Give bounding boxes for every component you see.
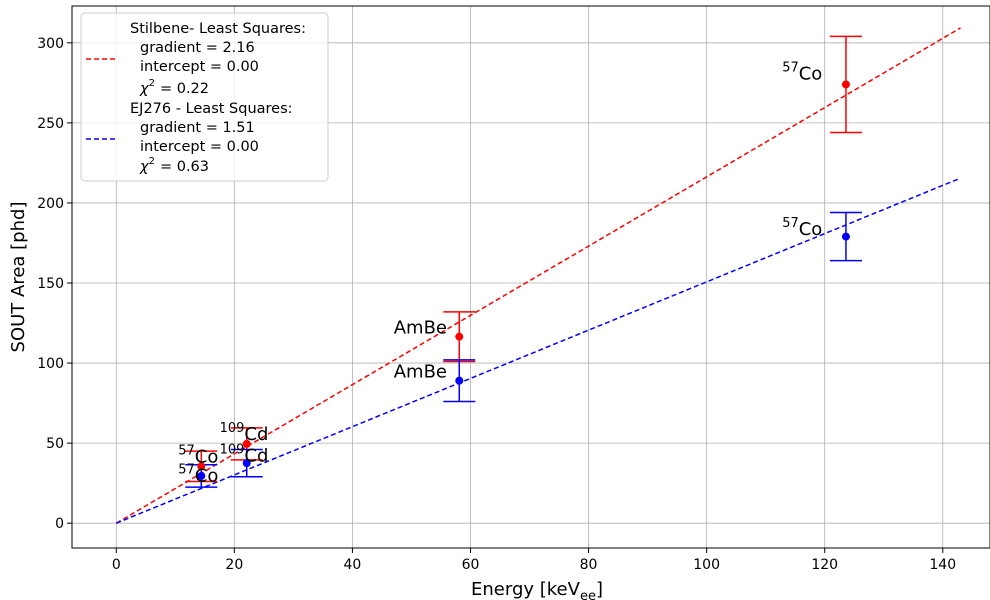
y-tick-label: 250: [37, 116, 64, 132]
x-tick-label: 80: [580, 557, 598, 573]
point-label: AmBe: [394, 361, 447, 382]
y-tick-label: 200: [37, 196, 64, 212]
fit-line-ej276: [115, 177, 961, 524]
legend-stilbene-gradient: gradient = 2.16: [140, 40, 255, 56]
legend-ej276-chi2: χ2 = 0.63: [139, 156, 209, 175]
legend-stilbene-chi2: χ2 = 0.22: [139, 78, 209, 97]
point-label: 109Cd: [220, 443, 269, 467]
x-tick-label: 140: [929, 557, 956, 573]
point-label: 109Cd: [220, 421, 269, 445]
data-point-ej276: [455, 376, 464, 385]
point-label: 57Co: [782, 61, 822, 85]
legend: Stilbene- Least Squares: gradient = 2.16…: [80, 12, 329, 182]
data-point-ej276: [242, 459, 251, 468]
point-label: 57Co: [178, 443, 218, 467]
y-tick-label: 50: [46, 436, 64, 452]
data-point-stilbene: [455, 332, 464, 341]
legend-stilbene-title: Stilbene- Least Squares:: [130, 21, 306, 37]
data-point-ej276: [197, 471, 206, 480]
data-point-ej276: [841, 232, 850, 241]
plot-frame: [71, 5, 990, 549]
y-tick-label: 100: [37, 356, 64, 372]
x-tick-label: 40: [344, 557, 362, 573]
point-label: 57Co: [178, 463, 218, 487]
data-points: [197, 80, 850, 480]
data-point-stilbene: [242, 439, 251, 448]
y-tick-label: 300: [37, 36, 64, 52]
fit-lines: [115, 27, 961, 524]
point-label: 57Co: [782, 216, 822, 240]
axis-ticks: 0 20 40 60 80 100 120 140 0 50 100 150 200 250 300: [37, 36, 956, 573]
data-point-stilbene: [197, 462, 206, 471]
legend-ej276-title: EJ276 - Least Squares:: [130, 101, 293, 117]
y-tick-label: 0: [55, 516, 64, 532]
x-tick-label: 60: [462, 557, 480, 573]
data-point-stilbene: [841, 80, 850, 89]
x-tick-label: 20: [225, 557, 243, 573]
y-tick-label: 150: [37, 276, 64, 292]
legend-stilbene-intercept: intercept = 0.00: [140, 59, 259, 75]
legend-ej276-intercept: intercept = 0.00: [140, 139, 259, 155]
x-tick-label: 100: [693, 557, 720, 573]
grid: [72, 6, 990, 548]
x-axis-label: Energy [keVee]: [471, 579, 603, 600]
point-label: AmBe: [394, 317, 447, 338]
x-tick-label: 0: [112, 557, 121, 573]
y-axis-label: SOUT Area [phd]: [8, 202, 29, 353]
legend-box: [80, 12, 329, 182]
fit-line-stilbene: [115, 27, 961, 524]
x-tick-label: 120: [811, 557, 838, 573]
legend-ej276-gradient: gradient = 1.51: [140, 120, 255, 136]
